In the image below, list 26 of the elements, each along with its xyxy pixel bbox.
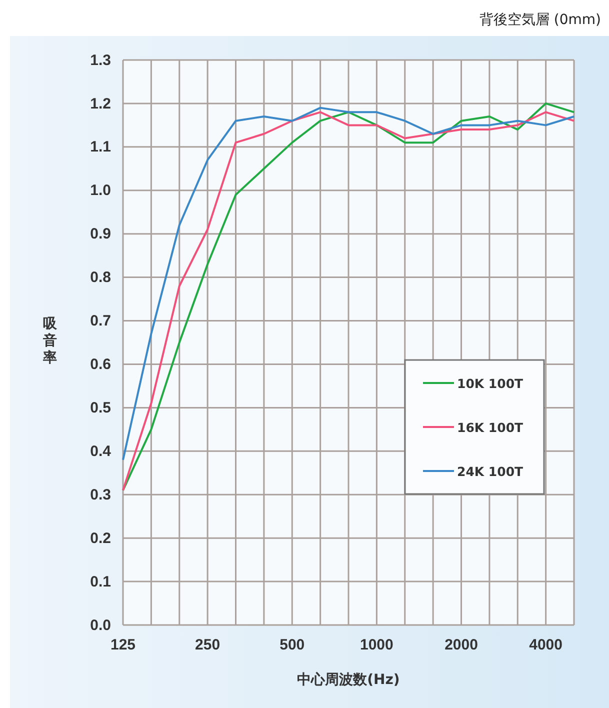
x-tick-label: 1000 [360,636,394,654]
y-tick-label: 1.0 [90,182,111,200]
y-tick-label: 0.1 [90,573,111,590]
y-tick-label: 0.7 [90,312,111,330]
x-tick-label: 4000 [529,636,562,654]
x-axis-title: 中心周波数(Hz) [297,671,400,688]
legend-label: 24K 100T [457,464,524,479]
y-tick-label: 1.1 [90,138,111,156]
x-tick-label: 125 [110,636,136,654]
y-tick-label: 0.8 [90,269,111,286]
x-tick-label: 500 [280,636,305,654]
x-tick-label: 250 [195,636,220,654]
legend-label: 16K 100T [457,420,524,435]
y-tick-label: 0.3 [90,486,111,504]
y-tick-label: 0.5 [90,399,111,416]
x-tick-label: 2000 [444,636,478,654]
y-tick-label: 0.6 [90,356,111,374]
y-tick-label: 0.2 [90,530,111,547]
y-tick-label: 1.2 [90,95,111,112]
y-tick-label: 1.3 [90,52,111,69]
y-tick-label: 0.4 [90,442,112,460]
legend-label: 10K 100T [457,376,524,391]
y-tick-label: 0.9 [90,226,111,243]
y-axis-title: 吸音率 [42,316,58,366]
y-tick-label: 0.0 [90,616,111,634]
chart-subtitle: 背後空気層 (0mm) [479,12,601,28]
